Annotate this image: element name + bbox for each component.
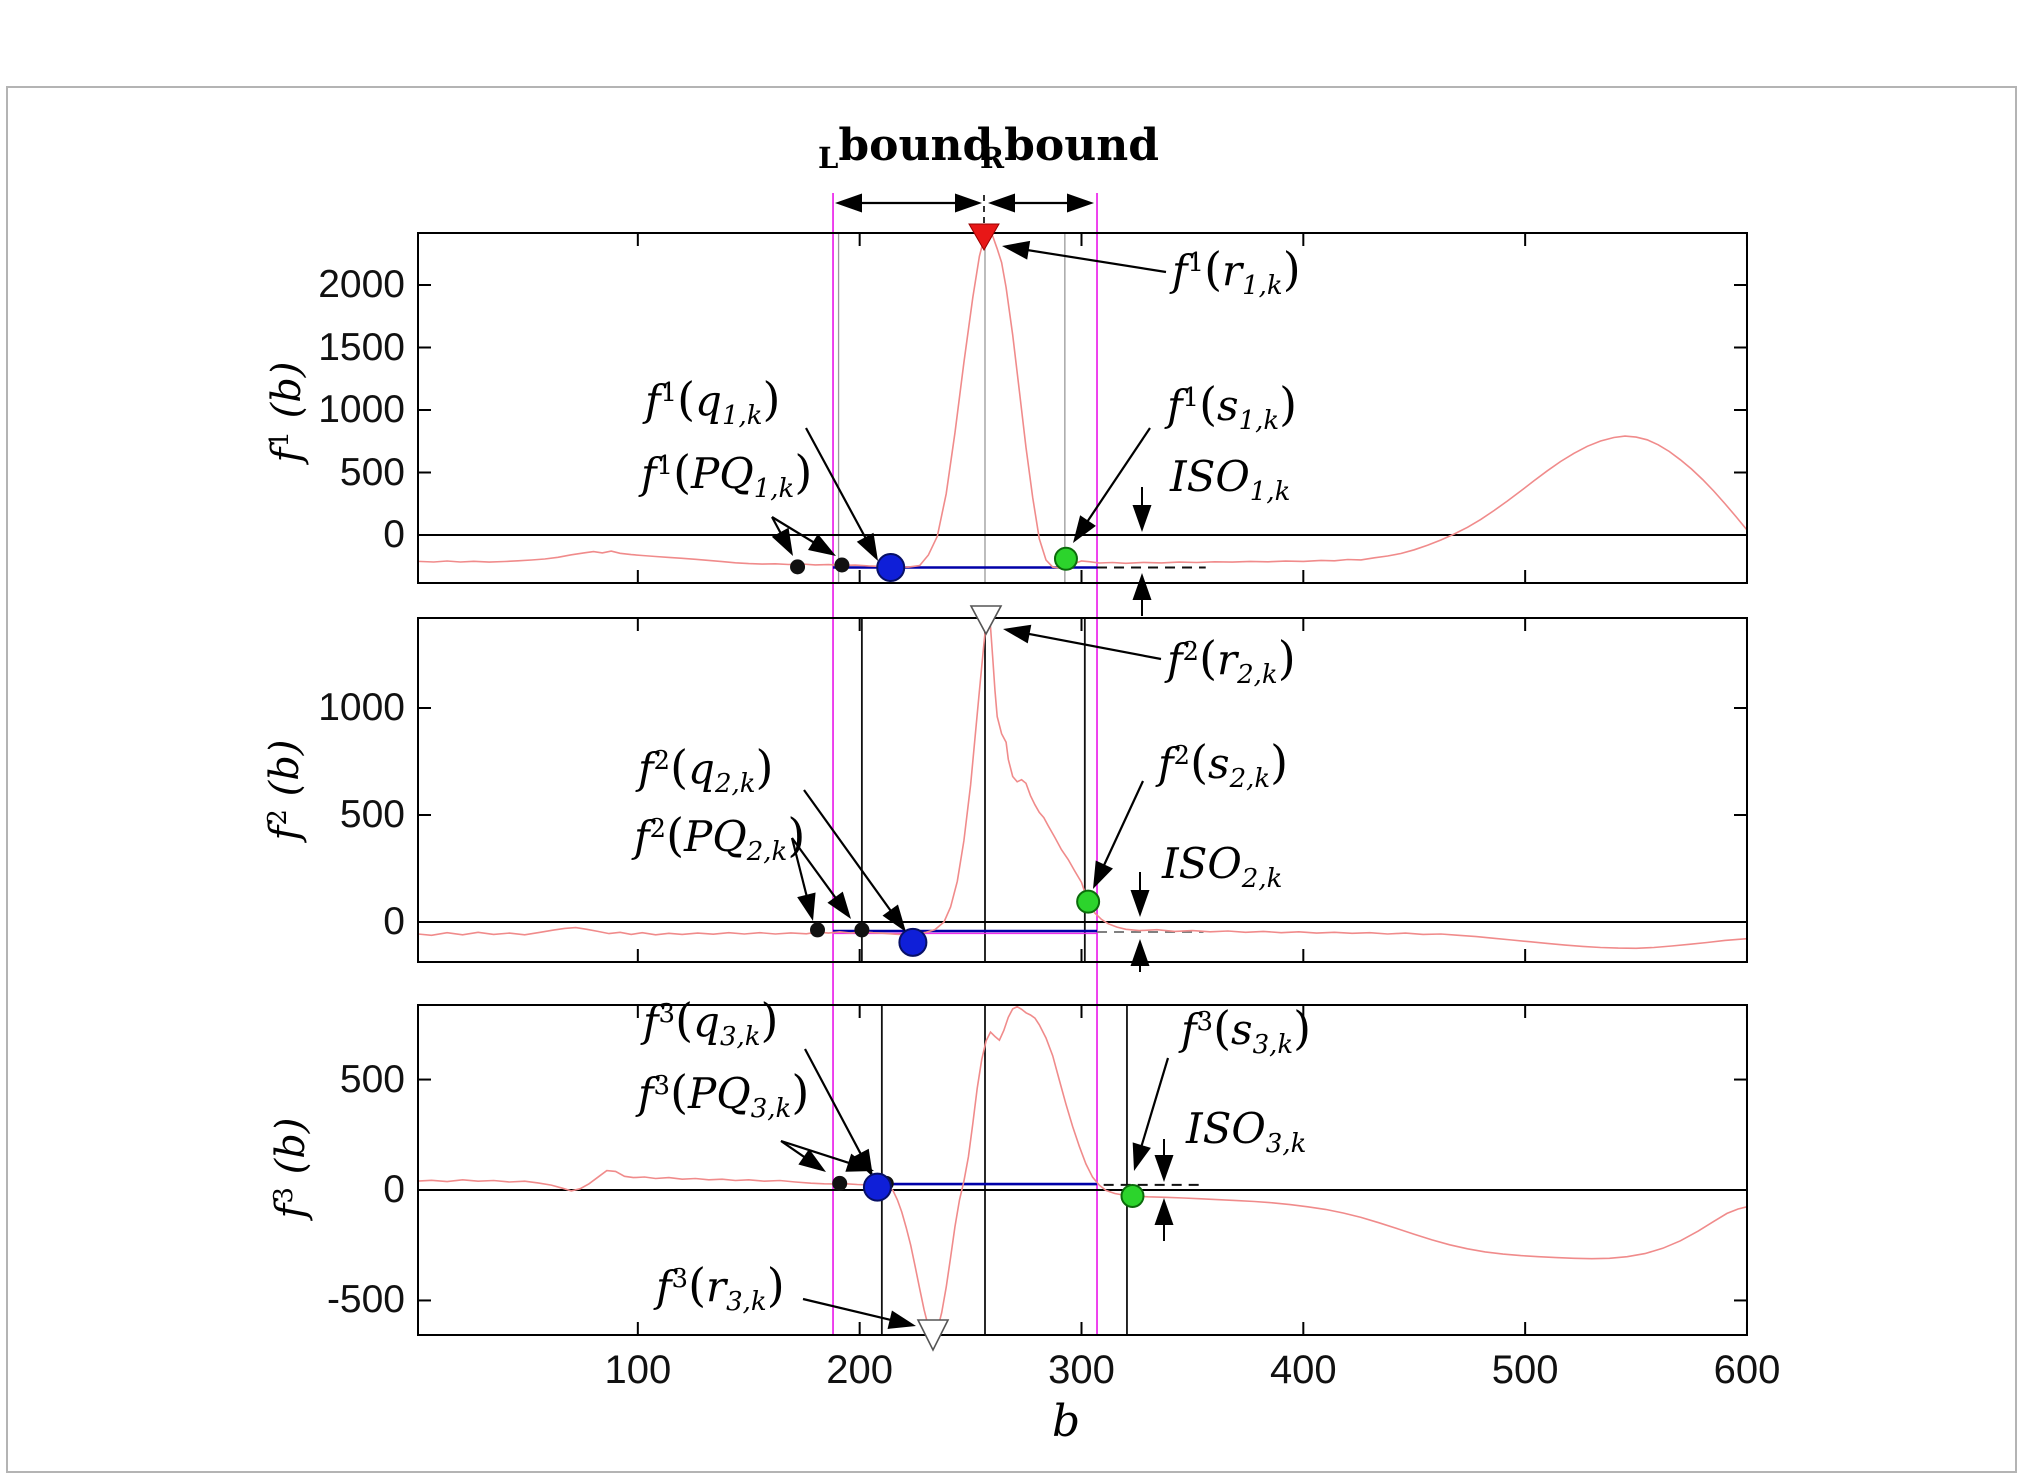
p3-q-arrow-line [804, 1048, 871, 1171]
p1-r-triangle-marker [968, 223, 1000, 252]
p1-q-arrow-arrowhead-icon [856, 532, 878, 561]
p1-pq-b-arrow-arrowhead-icon [808, 533, 836, 556]
p1-iso-dim-arrowhead-icon [1132, 573, 1152, 600]
p1-iso-dim-arrowhead-icon [1132, 505, 1152, 532]
p1-q-dot-marker-1 [834, 557, 850, 573]
p3-iso-dim-arrowhead-icon [1154, 1155, 1174, 1182]
lbound-span-arrow-right-arrowhead-icon [955, 193, 982, 213]
p2-r-arrow-arrowhead-icon [1003, 624, 1032, 644]
p1-q-dot-marker-0 [790, 559, 806, 575]
figure-frame [6, 86, 2017, 1473]
p2-pq-dot-marker [898, 927, 928, 957]
p1-r-arrow-arrowhead-icon [1002, 240, 1031, 260]
p3-pq-dot-marker [862, 1172, 892, 1202]
p3-signal-curve [418, 1005, 1747, 1335]
p2-pq-a-arrow-arrowhead-icon [797, 892, 816, 921]
p1-s-dot-marker [1053, 546, 1078, 571]
lbound-span-arrow-left-arrowhead-icon [835, 193, 862, 213]
p1-s-arrow-arrowhead-icon [1073, 515, 1096, 543]
p1-pq-a-arrow-arrowhead-icon [771, 527, 793, 556]
p1-signal-curve [418, 233, 1747, 569]
p2-s-dot-marker [1076, 889, 1101, 914]
p1-r-arrow-line [1009, 246, 1167, 274]
rbound-span-arrow-left-arrowhead-icon [988, 193, 1015, 213]
p1-s-arrow-line [1076, 427, 1151, 537]
p3-r-arrow-arrowhead-icon [887, 1310, 916, 1329]
p2-axes-box [417, 617, 1748, 963]
p2-q-arrow-arrowhead-icon [882, 904, 906, 932]
p3-axes-box [417, 1004, 1748, 1336]
p1-axes-box [417, 232, 1748, 584]
p2-r-arrow-line [1010, 629, 1162, 661]
p3-r-triangle-marker [916, 1319, 950, 1352]
p2-r-triangle-marker [969, 605, 1003, 636]
p2-iso-dim-arrowhead-icon [1130, 939, 1150, 966]
p3-pq-a-arrow-arrowhead-icon [798, 1148, 826, 1172]
p1-pq-dot-marker [876, 553, 906, 582]
p3-q-dot-marker-0 [832, 1175, 848, 1191]
p2-q-dot-marker-0 [810, 922, 826, 938]
p2-iso-dim-arrowhead-icon [1130, 890, 1150, 917]
p1-q-arrow-line [805, 427, 876, 555]
p3-s-arrow-arrowhead-icon [1132, 1142, 1151, 1171]
p2-s-arrow-arrowhead-icon [1093, 860, 1113, 889]
p2-q-dot-marker-1 [854, 922, 870, 938]
p2-signal-curve [418, 618, 1747, 950]
p2-q-arrow-line [803, 789, 903, 927]
p3-iso-dim-arrowhead-icon [1154, 1198, 1174, 1225]
p3-s-dot-marker [1120, 1183, 1145, 1208]
rbound-span-arrow-right-arrowhead-icon [1067, 193, 1094, 213]
p3-pq-b-arrow-arrowhead-icon [845, 1153, 874, 1172]
p2-pq-b-arrow-arrowhead-icon [827, 891, 851, 919]
